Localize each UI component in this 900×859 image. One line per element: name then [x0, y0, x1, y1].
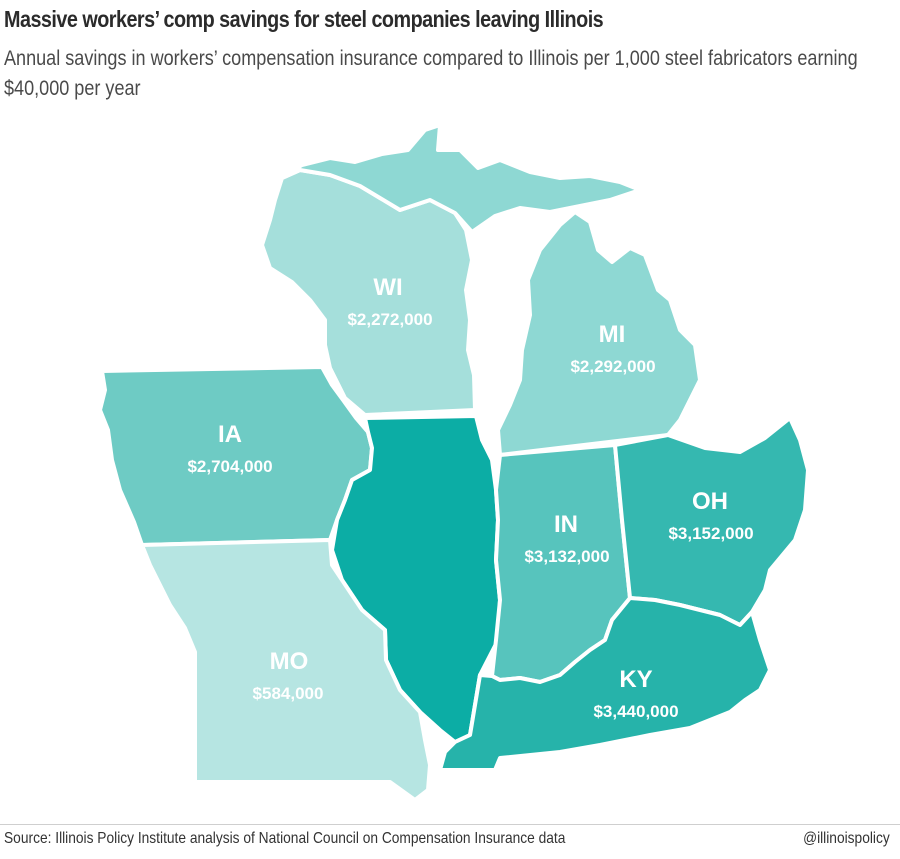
- label-wi-value: $2,272,000: [347, 310, 432, 329]
- footer-divider: [0, 824, 900, 825]
- chart-subtitle: Annual savings in workers’ compensation …: [4, 47, 858, 100]
- label-mi-abbr: MI: [599, 321, 626, 348]
- label-in-abbr: IN: [554, 511, 578, 538]
- label-in-value: $3,132,000: [524, 547, 609, 566]
- label-mo-value: $584,000: [253, 684, 324, 703]
- state-mi-lower: [496, 210, 702, 457]
- label-oh-value: $3,152,000: [668, 524, 753, 543]
- label-ia-abbr: IA: [218, 421, 242, 448]
- state-mi-upper: [280, 123, 642, 234]
- label-ia-value: $2,704,000: [187, 457, 272, 476]
- label-mi-value: $2,292,000: [570, 357, 655, 376]
- label-oh-abbr: OH: [692, 488, 728, 515]
- label-ky-value: $3,440,000: [593, 702, 678, 721]
- source-note: Source: Illinois Policy Institute analys…: [4, 830, 566, 847]
- label-wi-abbr: WI: [373, 274, 402, 301]
- label-mo-abbr: MO: [270, 648, 309, 675]
- label-ky-abbr: KY: [619, 666, 652, 693]
- state-oh: [613, 416, 810, 627]
- chart-title: Massive workers’ comp savings for steel …: [4, 6, 604, 32]
- social-handle: @illinoispolicy: [803, 830, 890, 847]
- state-ky: [438, 596, 772, 772]
- state-ia: [98, 365, 374, 547]
- state-mo: [140, 538, 432, 802]
